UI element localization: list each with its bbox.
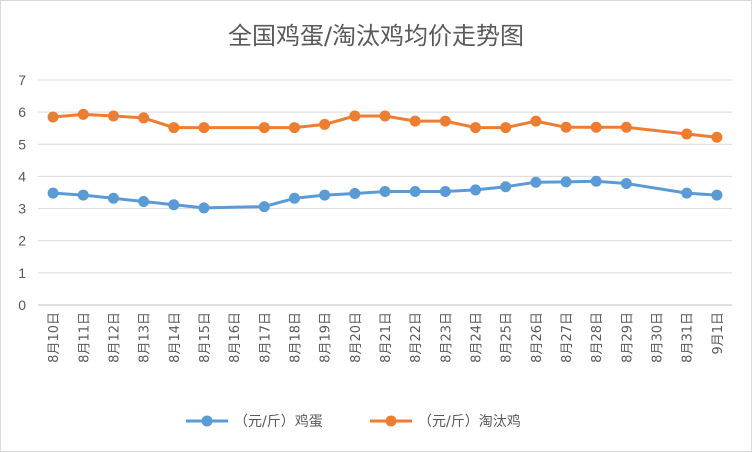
data-point — [349, 187, 361, 199]
data-point — [107, 110, 119, 122]
data-point — [258, 122, 270, 134]
x-tick-label: 8月31日 — [681, 312, 696, 363]
x-tick-label: 8月13日 — [138, 312, 153, 363]
data-point — [470, 122, 482, 134]
x-tick-label: 8月23日 — [439, 312, 454, 363]
legend-item: （元/斤）鸡蛋 — [186, 413, 323, 430]
data-point — [620, 178, 632, 189]
data-point — [530, 176, 542, 188]
data-point — [319, 189, 331, 201]
data-point — [319, 118, 331, 130]
data-point — [168, 199, 180, 211]
data-point — [500, 181, 512, 193]
y-tick-label: 5 — [18, 136, 26, 152]
x-tick-label: 8月19日 — [319, 312, 334, 363]
data-point — [681, 187, 693, 199]
data-point — [439, 186, 451, 198]
data-point — [288, 122, 300, 134]
x-tick-label: 9月1日 — [711, 312, 726, 355]
data-point — [560, 176, 572, 188]
y-tick-label: 3 — [18, 201, 26, 217]
x-tick-label: 8月21日 — [379, 312, 394, 363]
data-point — [409, 186, 421, 198]
x-tick-label: 8月18日 — [288, 312, 303, 363]
x-tick-label: 8月11日 — [77, 312, 92, 363]
x-tick-label: 8月17日 — [258, 312, 273, 363]
x-tick-label: 8月15日 — [198, 312, 213, 363]
x-tick-label: 8月22日 — [409, 312, 424, 363]
data-point — [681, 128, 693, 140]
y-tick-label: 7 — [18, 72, 26, 88]
y-tick-label: 6 — [18, 104, 26, 120]
data-point — [439, 115, 451, 127]
data-point — [47, 111, 59, 123]
data-point — [620, 121, 632, 133]
x-tick-label: 8月20日 — [349, 312, 364, 363]
data-point — [590, 121, 602, 133]
y-tick-label: 1 — [18, 265, 26, 281]
y-tick-label: 0 — [18, 297, 26, 313]
data-point — [711, 189, 723, 201]
data-point — [560, 121, 572, 133]
data-point — [530, 115, 542, 127]
data-point — [500, 122, 512, 134]
data-point — [77, 108, 89, 120]
y-tick-label: 4 — [18, 168, 26, 184]
data-point — [138, 196, 150, 207]
x-tick-label: 8月27日 — [560, 312, 575, 363]
x-tick-label: 8月26日 — [530, 312, 545, 363]
data-point — [409, 115, 421, 127]
data-point — [288, 192, 300, 204]
x-tick-label: 8月30日 — [651, 312, 666, 363]
data-point — [349, 110, 361, 122]
x-tick-label: 8月14日 — [168, 312, 183, 363]
y-tick-label: 2 — [18, 233, 26, 249]
legend-item: （元/斤）淘汰鸡 — [370, 413, 521, 430]
legend-label: （元/斤）淘汰鸡 — [418, 413, 521, 430]
data-point — [379, 186, 391, 198]
data-point — [470, 184, 482, 196]
x-tick-label: 8月29日 — [620, 312, 635, 363]
data-point — [258, 201, 270, 213]
data-point — [47, 187, 59, 199]
data-point — [198, 122, 210, 134]
data-point — [77, 189, 89, 201]
data-point — [168, 122, 180, 134]
legend-label: （元/斤）鸡蛋 — [234, 413, 323, 430]
data-point — [590, 175, 602, 187]
data-point — [138, 112, 150, 124]
legend-swatch-marker — [201, 415, 213, 427]
x-tick-label: 8月28日 — [590, 312, 605, 363]
chart-title: 全国鸡蛋/淘汰鸡均价走势图 — [228, 22, 524, 50]
data-point — [107, 192, 119, 204]
legend-swatch-marker — [385, 415, 397, 427]
x-tick-label: 8月12日 — [107, 312, 122, 363]
x-tick-label: 8月10日 — [47, 312, 62, 363]
data-point — [711, 131, 723, 143]
x-tick-label: 8月25日 — [500, 312, 515, 363]
x-tick-label: 8月24日 — [470, 312, 485, 363]
data-point — [379, 110, 391, 122]
x-tick-label: 8月16日 — [228, 312, 243, 363]
data-point — [198, 202, 210, 214]
